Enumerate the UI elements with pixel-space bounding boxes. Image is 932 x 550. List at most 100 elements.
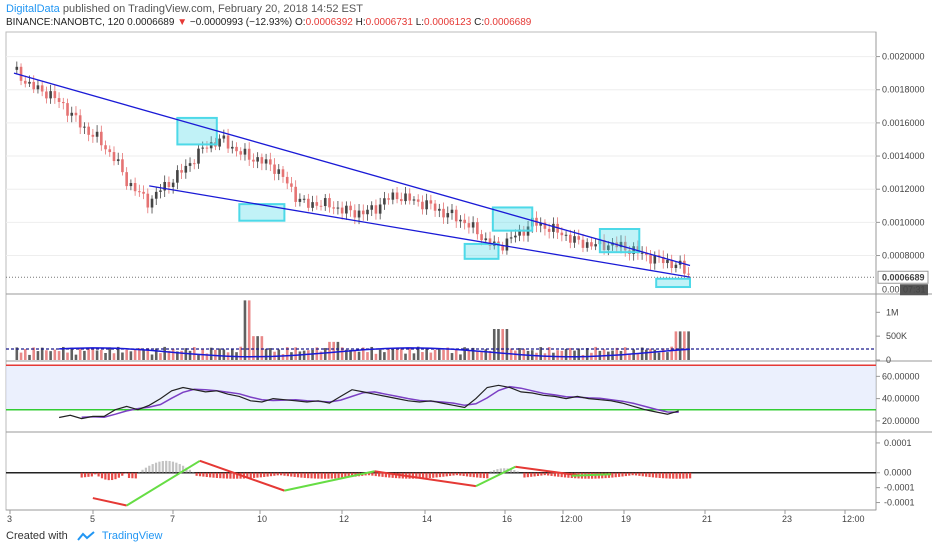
oscillator-bar bbox=[266, 472, 269, 477]
candle-body bbox=[345, 205, 348, 214]
volume-bar bbox=[61, 346, 65, 360]
candle-body bbox=[61, 101, 65, 104]
volume-bar bbox=[514, 350, 517, 360]
candle-body bbox=[454, 209, 458, 222]
candle-body bbox=[378, 204, 382, 214]
volume-bar bbox=[395, 349, 399, 360]
trendline-lower bbox=[149, 185, 691, 278]
volume-bar bbox=[645, 349, 648, 360]
author-link[interactable]: DigitalData bbox=[6, 3, 60, 15]
volume-bar bbox=[180, 350, 183, 360]
candle-body bbox=[374, 205, 378, 214]
volume-bar bbox=[497, 329, 500, 360]
time-tick-label: 12:00 bbox=[842, 514, 865, 524]
oscillator-bar bbox=[121, 472, 124, 476]
volume-bar bbox=[163, 346, 166, 360]
candle-body bbox=[383, 198, 386, 205]
candle-body bbox=[302, 198, 306, 200]
candle-body bbox=[319, 205, 323, 207]
volume-bar bbox=[349, 349, 352, 360]
candle-body bbox=[543, 222, 547, 229]
candle-body bbox=[252, 159, 255, 162]
candle-body bbox=[36, 85, 40, 90]
candle-body bbox=[395, 192, 399, 200]
chart-area[interactable]: 0.0020000 0.0018000 0.0016000 0.0014000 0.00… bbox=[0, 30, 932, 528]
volume-bar bbox=[19, 352, 23, 360]
volume-bar bbox=[133, 349, 137, 360]
volume-bar bbox=[319, 351, 323, 360]
oscillator-bar bbox=[682, 472, 685, 479]
volume-bar bbox=[484, 349, 488, 360]
time-tick-label: 5 bbox=[90, 514, 95, 524]
oscillator-bar bbox=[100, 472, 104, 479]
oscillator-bar bbox=[276, 472, 279, 476]
volume-bar bbox=[243, 300, 247, 360]
oscillator-bar bbox=[198, 472, 202, 477]
oscillator-bar bbox=[634, 472, 638, 476]
candle-body bbox=[222, 135, 226, 139]
candle-body bbox=[192, 163, 196, 165]
oscillator-bar bbox=[124, 472, 127, 474]
oscillator-bar bbox=[94, 472, 97, 475]
candle-body bbox=[425, 200, 428, 210]
volume-bar bbox=[311, 349, 314, 360]
candle-body bbox=[560, 232, 564, 236]
oscillator-bar bbox=[192, 471, 195, 473]
oscillator-bar bbox=[394, 472, 398, 479]
candle-body bbox=[294, 186, 297, 202]
divergence-line-green bbox=[126, 459, 201, 507]
oscillator-bar bbox=[280, 472, 283, 476]
oscillator-bar bbox=[469, 472, 472, 477]
oscillator-bar bbox=[310, 472, 313, 479]
candle-body bbox=[645, 252, 648, 255]
oscillator-bar bbox=[222, 472, 225, 479]
oscillator-bar bbox=[533, 472, 536, 477]
volume-bar bbox=[332, 341, 335, 360]
oscillator-bar bbox=[567, 472, 570, 478]
oscillator-bar bbox=[141, 469, 144, 473]
oscillator-bar bbox=[445, 472, 448, 477]
oscillator-bar bbox=[381, 472, 384, 477]
oscillator-bar bbox=[367, 472, 371, 476]
candle-body bbox=[653, 255, 657, 264]
candle-body bbox=[636, 246, 640, 254]
candle-body bbox=[28, 81, 31, 84]
oscillator-bar bbox=[144, 467, 148, 473]
symbol-label[interactable]: BINANCE:NANOBTC, 120 bbox=[6, 17, 125, 28]
volume-bar bbox=[36, 351, 40, 360]
high-label: H: bbox=[355, 17, 366, 28]
oscillator-bar bbox=[317, 472, 320, 479]
volume-bar bbox=[357, 351, 361, 360]
candle-body bbox=[640, 252, 644, 254]
candle-body bbox=[632, 246, 635, 255]
low-label: L: bbox=[415, 17, 425, 28]
volume-bar bbox=[230, 348, 234, 360]
candle-body bbox=[590, 242, 593, 247]
oscillator-bar bbox=[236, 472, 239, 479]
volume-bar bbox=[142, 350, 145, 360]
oscillator-bar bbox=[557, 472, 560, 477]
volume-bar bbox=[404, 353, 407, 360]
oscillator-bar bbox=[638, 472, 641, 476]
candle-body bbox=[408, 193, 412, 201]
candle-body bbox=[391, 192, 395, 200]
volume-bar bbox=[112, 353, 116, 360]
price-tick-label: 0.0010000 bbox=[882, 217, 925, 227]
oscillator-bar bbox=[134, 472, 137, 479]
tradingview-link[interactable]: TradingView bbox=[101, 530, 163, 542]
volume-bar bbox=[260, 336, 264, 360]
volume-bar bbox=[100, 349, 103, 360]
candle-body bbox=[552, 223, 555, 232]
oscillator-bar bbox=[290, 472, 293, 477]
oscillator-bar bbox=[330, 472, 333, 479]
tradingview-logo-icon bbox=[77, 531, 95, 541]
oscillator-bar bbox=[499, 468, 502, 473]
oscillator-bar bbox=[212, 472, 215, 478]
candle-body bbox=[226, 135, 230, 149]
oscillator-bar bbox=[486, 472, 489, 479]
volume-bar bbox=[171, 348, 175, 360]
oscillator-bar bbox=[428, 472, 431, 479]
candle-body bbox=[387, 198, 390, 200]
oscillator-bar bbox=[182, 465, 185, 473]
volume-bar bbox=[125, 349, 128, 360]
